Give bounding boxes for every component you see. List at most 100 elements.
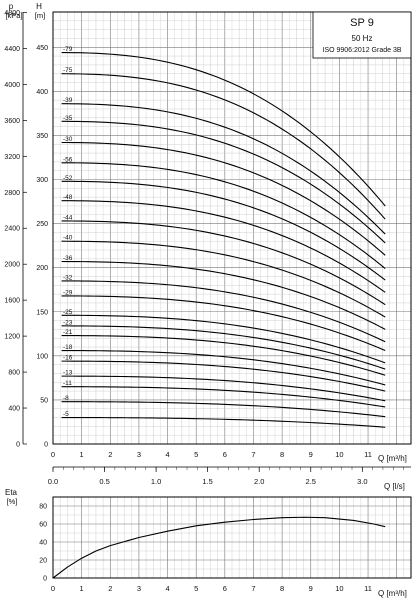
efficiency-axis-symbol: Eta	[5, 488, 18, 497]
efficiency-flow-tick-label: 8	[280, 584, 284, 593]
head-curve-label: -52	[63, 175, 73, 182]
head-curve-stage8	[61, 401, 386, 418]
head-tick-label: 150	[36, 309, 48, 316]
efficiency-flow-tick-label: 11	[364, 584, 372, 593]
head-curve-stage21	[61, 335, 386, 376]
head-axis-unit: [m]	[35, 11, 45, 20]
flow-axis-label: Q [m³/h]	[378, 454, 407, 463]
head-curve-stage56	[61, 162, 386, 269]
head-curve-label: -79	[63, 46, 73, 53]
head-curve-stage75	[61, 73, 386, 220]
ls-tick-label: 1.0	[151, 477, 161, 486]
legend-standard: ISO 9906:2012 Grade 3B	[323, 47, 402, 54]
pressure-tick-label: 2800	[4, 190, 20, 197]
head-curve-stage48	[61, 200, 386, 293]
pressure-tick-label: 2000	[4, 262, 20, 269]
pressure-tick-label: 0	[16, 442, 20, 449]
efficiency-tick-label: 20	[39, 558, 47, 565]
efficiency-flow-tick-label: 0	[51, 584, 55, 593]
head-curve-stage18	[61, 350, 386, 386]
head-curve-stage35	[61, 120, 386, 244]
ls-axis-ticks: 0.0 0.5 1.0 1.5 2.0 2.5 3.0	[48, 467, 404, 486]
flow-tick-label: 11	[364, 450, 372, 459]
efficiency-flow-tick-label: 4	[165, 584, 169, 593]
head-curves	[61, 52, 386, 428]
flow-tick-label: 10	[335, 450, 343, 459]
efficiency-flow-tick-label: 3	[137, 584, 141, 593]
head-curve-stage29	[61, 295, 386, 352]
head-curve-stage23	[61, 325, 386, 370]
efficiency-flow-tick-label: 2	[108, 584, 112, 593]
pressure-tick-label: 4800	[4, 10, 20, 17]
head-curve-stage40	[61, 240, 386, 318]
flow-tick-label: 7	[251, 450, 255, 459]
head-curve-stage52	[61, 180, 386, 281]
head-curve-label: -29	[63, 289, 73, 296]
head-curve-label: -56	[63, 156, 73, 163]
efficiency-line	[52, 516, 386, 579]
efficiency-chart-grid	[52, 496, 412, 579]
head-curve-label: -35	[63, 115, 73, 122]
head-curve-labels: -79 -75 -39 -35 -30 -56 -52 -48 -44 -40 -36 -32 -29 -…	[63, 46, 73, 418]
head-curve-stage13	[61, 375, 386, 402]
head-curve-stage11	[61, 386, 386, 408]
pressure-tick-label: 1200	[4, 334, 20, 341]
head-axis-ticks: 0 50 100 150 200 250 300 350 400 450	[36, 45, 48, 449]
head-chart-frame	[52, 11, 412, 445]
pressure-axis-symbol: p	[9, 2, 14, 11]
head-tick-label: 0	[44, 442, 48, 449]
head-tick-label: 200	[36, 265, 48, 272]
head-curve-stage30	[61, 141, 386, 256]
head-tick-label: 250	[36, 221, 48, 228]
efficiency-tick-label: 80	[39, 504, 47, 511]
flow-tick-label: 4	[165, 450, 169, 459]
head-curve-stage5	[61, 417, 386, 428]
head-tick-label: 400	[36, 89, 48, 96]
ls-tick-label: 3.0	[357, 477, 367, 486]
pressure-tick-label: 4000	[4, 82, 20, 89]
ls-tick-label: 2.5	[306, 477, 316, 486]
pressure-tick-label: 800	[8, 370, 20, 377]
head-tick-label: 450	[36, 45, 48, 52]
head-tick-label: 350	[36, 133, 48, 140]
head-tick-label: 50	[40, 397, 48, 404]
pressure-tick-label: 400	[8, 406, 20, 413]
head-tick-label: 300	[36, 177, 48, 184]
legend-frequency: 50 Hz	[352, 34, 373, 43]
flow-tick-label: 6	[223, 450, 227, 459]
flow-tick-label: 2	[108, 450, 112, 459]
head-curve-stage79	[61, 52, 386, 207]
head-curve-label: -30	[63, 136, 73, 143]
efficiency-flow-axis-label: Q [m³/h]	[378, 589, 407, 598]
head-curve-stage16	[61, 360, 386, 392]
legend-box: SP 9 50 Hz ISO 9906:2012 Grade 3B	[312, 11, 412, 59]
ls-tick-label: 0.0	[48, 477, 58, 486]
head-curve-stage44	[61, 220, 386, 306]
head-curve-label: -16	[63, 355, 73, 362]
flow-axis-ticks: 0 1 2 3 4 5 6 7 8 9 10 11	[51, 450, 372, 459]
efficiency-axis-unit: [%]	[7, 497, 18, 506]
head-curve-label: -13	[63, 370, 73, 377]
flow-tick-label: 8	[280, 450, 284, 459]
head-curve-label: -25	[63, 309, 73, 316]
head-curve-label: -48	[63, 194, 73, 201]
legend-title: SP 9	[350, 17, 374, 29]
ls-axis-label: Q [l/s]	[384, 482, 405, 491]
head-curve-label: -11	[63, 380, 72, 387]
efficiency-flow-tick-label: 7	[251, 584, 255, 593]
efficiency-tick-label: 40	[39, 540, 47, 547]
head-curve-stage25	[61, 314, 386, 364]
head-curve-label: -32	[63, 274, 73, 281]
pressure-axis-unit: [kPa]	[5, 11, 22, 20]
pressure-tick-label: 3600	[4, 118, 20, 125]
flow-tick-label: 3	[137, 450, 141, 459]
head-axis-symbol: H	[36, 2, 42, 11]
head-curve-stage36	[61, 260, 386, 330]
efficiency-tick-label: 0	[43, 576, 47, 583]
flow-tick-label: 9	[309, 450, 313, 459]
efficiency-flow-tick-label: 10	[335, 584, 343, 593]
ls-tick-label: 0.5	[99, 477, 109, 486]
efficiency-flow-tick-label: 6	[223, 584, 227, 593]
pressure-axis-ticks: 0 400 800 1200 1600 2000 2400 2800 3200 3600 4000 4…	[4, 10, 27, 449]
